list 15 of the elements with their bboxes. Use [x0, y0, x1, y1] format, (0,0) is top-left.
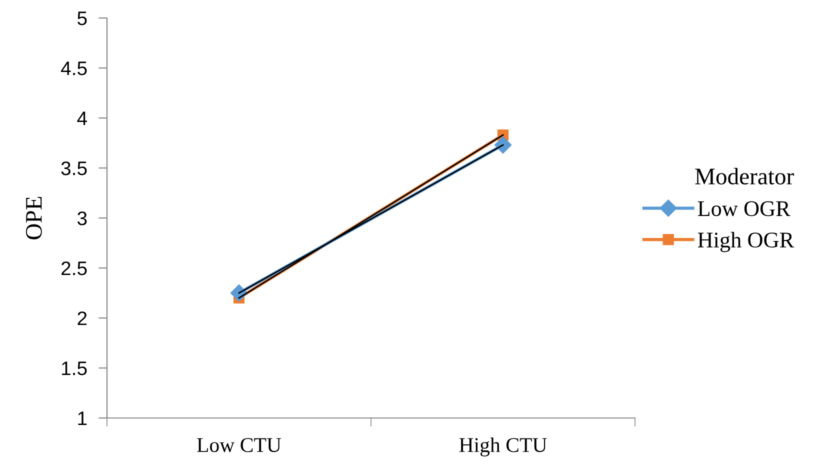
- y-tick-label: 1: [78, 412, 87, 426]
- y-tick-label: 4: [77, 112, 87, 126]
- y-axis-title: OPE: [26, 196, 42, 240]
- y-tick-label: 4.5: [60, 62, 87, 76]
- y-tick-label: 2: [78, 311, 87, 326]
- y-tick-label: 3: [77, 211, 87, 226]
- y-tick-label: 2.5: [62, 261, 87, 276]
- legend-label: Low OGR: [698, 201, 790, 216]
- legend-label: High OGR: [698, 232, 794, 252]
- x-tick-label: Low CTU: [197, 438, 282, 452]
- y-tick-label: 5: [78, 12, 87, 26]
- y-tick-label: 1.5: [62, 362, 87, 376]
- y-tick-label: 3.5: [61, 161, 87, 176]
- legend-title: Moderator: [695, 168, 794, 184]
- x-tick-label: High CTU: [459, 437, 547, 456]
